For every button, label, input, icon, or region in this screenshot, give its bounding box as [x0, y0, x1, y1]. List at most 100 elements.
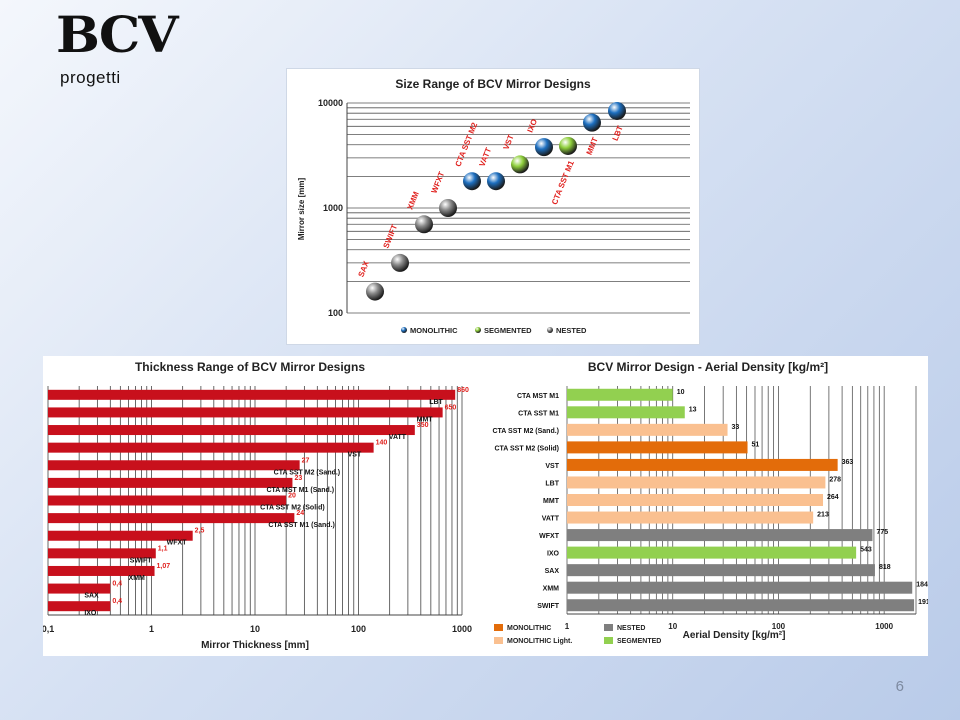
- bar-category-label: SAX: [545, 568, 560, 575]
- bar-category-label: CTA SST M2 (Solid): [260, 505, 325, 512]
- logo-subtitle: progetti: [60, 68, 121, 87]
- data-point: [583, 113, 601, 132]
- bar: [567, 529, 873, 542]
- bar-category-label: IXO: [547, 551, 560, 558]
- point-label: LBT: [611, 124, 625, 142]
- bar-value-label: 860: [457, 387, 469, 394]
- bar-value-label: 650: [445, 404, 457, 411]
- bar-category-label: CTA SST M2 (Solid): [494, 445, 559, 452]
- bar-category-label: VST: [545, 463, 559, 470]
- y-tick-label: 100: [328, 308, 343, 318]
- legend-label: SEGMENTED: [617, 638, 661, 645]
- bar: [48, 425, 415, 436]
- legend-label: MONOLITHIC: [507, 625, 551, 632]
- bar: [567, 511, 814, 524]
- x-tick-label: 10: [250, 624, 260, 634]
- data-point: [391, 253, 409, 272]
- bar-value-label: 1918: [918, 599, 928, 606]
- data-point: [415, 215, 433, 234]
- data-point: [535, 138, 553, 157]
- bar-value-label: 543: [860, 547, 872, 554]
- size-range-svg: Size Range of BCV Mirror Designs 100 1000 1…: [297, 77, 690, 335]
- x-tick-label: 0,1: [43, 624, 54, 634]
- bar: [567, 494, 824, 506]
- bar-category-label: CTA SST M1: [518, 410, 559, 417]
- bar: [567, 564, 875, 577]
- bar-value-label: 264: [827, 494, 839, 501]
- bar: [567, 388, 673, 401]
- bar: [567, 406, 685, 419]
- bar: [48, 548, 156, 559]
- y-tick-label: 10000: [318, 98, 343, 108]
- bar-value-label: 23: [294, 475, 302, 482]
- logo: BCV progetti: [56, 10, 186, 90]
- bar-category-label: LBT: [429, 399, 443, 406]
- bar-value-label: 1,1: [158, 545, 168, 552]
- bar: [48, 460, 300, 471]
- bar-category-label: VATT: [389, 434, 407, 441]
- bar-value-label: 278: [829, 476, 841, 483]
- bar: [567, 476, 826, 489]
- bar-category-label: SWIFT: [537, 603, 559, 610]
- point-label: WFXT: [430, 170, 447, 194]
- point-label: CTA SST M2: [454, 121, 480, 168]
- bar: [48, 513, 295, 524]
- chart-title: Size Range of BCV Mirror Designs: [395, 77, 591, 91]
- x-tick-label: 10: [668, 622, 677, 631]
- aerial-density-chart: BCV Mirror Design - Aerial Density [kg/m…: [478, 356, 934, 656]
- bar-value-label: 1,07: [157, 563, 171, 570]
- bar-value-label: 13: [689, 406, 697, 413]
- bar: [567, 458, 838, 471]
- bar-category-label: SWIFT: [130, 557, 152, 564]
- bar-category-label: VST: [348, 452, 362, 459]
- legend-label: NESTED: [617, 625, 645, 632]
- legend-marker: [547, 327, 553, 333]
- bar-category-label: XMM: [129, 575, 146, 582]
- point-label: SWIFT: [382, 223, 400, 250]
- y-axis-label: Mirror size [mm]: [297, 178, 306, 241]
- thickness-range-svg: Thickness Range of BCV Mirror Designs LBT…: [31, 360, 472, 651]
- legend-label: MONOLITHIC Light.: [507, 638, 572, 645]
- size-range-chart: Size Range of BCV Mirror Designs 100 1000 1…: [286, 68, 700, 345]
- bar: [48, 477, 293, 488]
- x-tick-label: 1000: [452, 624, 472, 634]
- data-point: [608, 101, 626, 120]
- bar-value-label: 213: [817, 512, 829, 519]
- bar-category-label: LBT: [545, 480, 559, 487]
- bar-category-label: CTA SST M2 (Sand.): [274, 469, 341, 476]
- x-tick-label: 100: [351, 624, 366, 634]
- point-label: CTA SST M1: [550, 159, 576, 206]
- bar: [48, 565, 155, 576]
- data-point: [487, 172, 505, 191]
- bar-value-label: 20: [288, 493, 296, 500]
- bar-value-label: 27: [302, 457, 310, 464]
- bar: [48, 495, 287, 506]
- data-point: [511, 155, 529, 174]
- logo-brand: BCV: [56, 6, 179, 65]
- bar: [48, 601, 111, 612]
- legend-marker: [401, 327, 407, 333]
- y-tick-label: 1000: [323, 203, 343, 213]
- legend-swatch: [604, 624, 613, 631]
- data-point: [366, 282, 384, 301]
- bar-value-label: 33: [732, 424, 740, 431]
- bar-category-label: CTA SST M1 (Sand.): [268, 522, 335, 529]
- x-axis-label: Aerial Density [kg/m²]: [683, 630, 786, 641]
- x-axis-label: Mirror Thickness [mm]: [201, 640, 309, 651]
- bar-value-label: 0,4: [112, 598, 122, 605]
- chart-title: BCV Mirror Design - Aerial Density [kg/m…: [588, 360, 828, 374]
- bar-category-label: WFXT: [167, 540, 188, 547]
- bar-value-label: 350: [417, 422, 429, 429]
- x-tick-label: 1: [149, 624, 154, 634]
- page-number: 6: [895, 678, 904, 695]
- point-label: MMT: [585, 136, 600, 156]
- bar-value-label: 51: [752, 441, 760, 448]
- bar-category-label: IXO: [84, 610, 97, 617]
- point-label: SAX: [357, 259, 372, 278]
- bar-value-label: 24: [296, 510, 304, 517]
- thickness-range-chart: Thickness Range of BCV Mirror Designs LBT…: [31, 356, 478, 656]
- point-label: IXO: [526, 118, 540, 134]
- bar-category-label: XMM: [543, 586, 560, 593]
- legend-swatch: [494, 624, 503, 631]
- bar-category-label: WFXT: [539, 533, 560, 540]
